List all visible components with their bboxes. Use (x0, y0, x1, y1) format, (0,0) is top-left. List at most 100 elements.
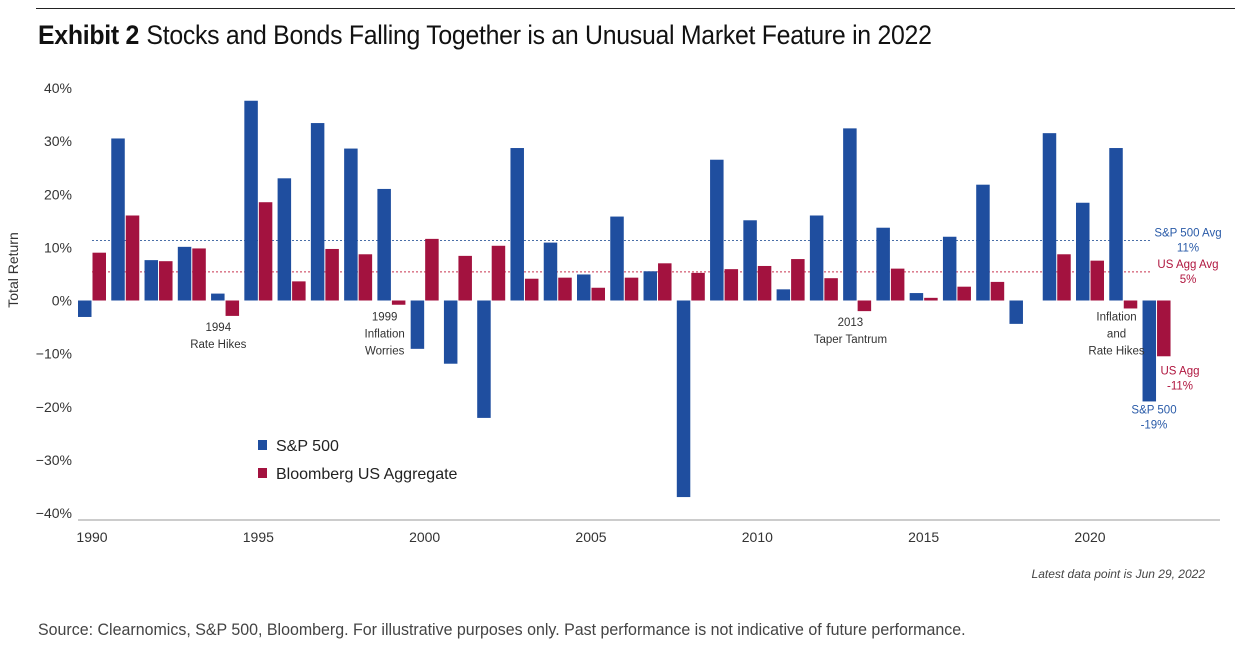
x-tick-label: 2015 (908, 529, 939, 545)
bar (691, 272, 705, 301)
bar (1157, 300, 1171, 357)
bar (577, 274, 591, 301)
x-tick-label: 1990 (76, 529, 107, 545)
bar (244, 100, 258, 301)
bar (510, 148, 524, 301)
bar (277, 178, 292, 301)
annotation-text: Rate Hikes (1088, 345, 1144, 357)
bar (791, 259, 805, 301)
bar (78, 300, 92, 317)
bar (258, 202, 273, 301)
end-label: -19% (1141, 419, 1168, 431)
source-note: Source: Clearnomics, S&P 500, Bloomberg.… (38, 620, 966, 639)
bar (757, 265, 772, 301)
bar (443, 300, 458, 364)
average-label: US Agg Avg (1157, 259, 1218, 271)
y-tick-label: 40% (44, 80, 72, 96)
bar (909, 293, 924, 301)
y-tick-label: −40% (36, 505, 72, 521)
bar (1109, 148, 1123, 301)
annotation-text: Inflation (1096, 311, 1136, 323)
y-tick-label: 30% (44, 133, 72, 149)
exhibit-label: Exhibit 2 (38, 20, 140, 50)
bar (1009, 300, 1023, 324)
bar (857, 300, 872, 312)
bar (325, 248, 339, 301)
annotation-text: Worries (365, 345, 405, 357)
x-tick-label: 2000 (409, 529, 440, 545)
y-tick-label: 10% (44, 239, 72, 255)
bar (924, 297, 938, 301)
bar (610, 216, 624, 301)
annotation-text: Taper Tantrum (814, 334, 887, 346)
bar (225, 300, 240, 316)
legend-swatch (258, 468, 267, 478)
bar (144, 260, 159, 301)
bar (159, 261, 173, 301)
x-tick-label: 1995 (243, 529, 274, 545)
bar (710, 159, 724, 301)
bar (976, 184, 990, 301)
bar (524, 278, 539, 301)
bar (1123, 300, 1138, 309)
annotation-text: Inflation (365, 328, 405, 340)
bar (643, 271, 658, 301)
bar (743, 220, 757, 301)
y-tick-label: 20% (44, 186, 72, 202)
bar (292, 281, 306, 301)
average-value: 11% (1177, 242, 1199, 254)
exhibit-title: Stocks and Bonds Falling Together is an … (146, 20, 932, 50)
y-axis-label: Total Return (5, 232, 21, 307)
bar (658, 263, 672, 301)
bar (624, 277, 639, 301)
bar (543, 242, 558, 301)
bar (177, 246, 192, 301)
bar (310, 123, 325, 301)
bar (876, 227, 890, 301)
y-tick-label: −10% (36, 346, 72, 362)
bar (125, 215, 140, 301)
bar (491, 245, 506, 301)
bar (942, 236, 957, 301)
bar (192, 248, 206, 301)
chart-title: Exhibit 2 Stocks and Bonds Falling Togeth… (38, 20, 932, 51)
bar (458, 255, 472, 301)
footnote: Latest data point is Jun 29, 2022 (1031, 567, 1205, 581)
average-value: 5% (1180, 274, 1197, 286)
top-rule (36, 8, 1235, 9)
x-tick-label: 2005 (575, 529, 606, 545)
legend-label: Bloomberg US Aggregate (276, 466, 458, 483)
bar (1076, 202, 1090, 301)
bar (1042, 133, 1057, 301)
annotation-text: 2013 (838, 317, 864, 329)
annotation-text: Rate Hikes (190, 339, 246, 351)
bar (843, 128, 857, 301)
bar (591, 287, 605, 301)
bar (776, 289, 791, 301)
y-tick-label: −30% (36, 452, 72, 468)
bar (558, 277, 572, 301)
y-tick-label: 0% (52, 293, 72, 309)
bar (92, 252, 106, 301)
bar (111, 138, 125, 301)
legend-swatch (258, 440, 267, 450)
bar (890, 268, 905, 301)
bar (957, 286, 971, 301)
bar (377, 188, 391, 301)
annotation-text: 1994 (206, 322, 232, 334)
bar (1057, 254, 1071, 301)
bar (724, 269, 739, 301)
bar (358, 254, 373, 301)
end-label: US Agg (1161, 365, 1200, 377)
bar (211, 293, 225, 301)
bar (477, 300, 491, 418)
x-tick-label: 2020 (1074, 529, 1105, 545)
end-label: S&P 500 (1131, 404, 1176, 416)
average-label: S&P 500 Avg (1154, 227, 1221, 239)
bar (410, 300, 425, 349)
annotation-text: and (1107, 328, 1126, 340)
bar (809, 215, 824, 301)
bar (990, 281, 1005, 301)
bar (1142, 300, 1157, 402)
bar (676, 300, 691, 498)
